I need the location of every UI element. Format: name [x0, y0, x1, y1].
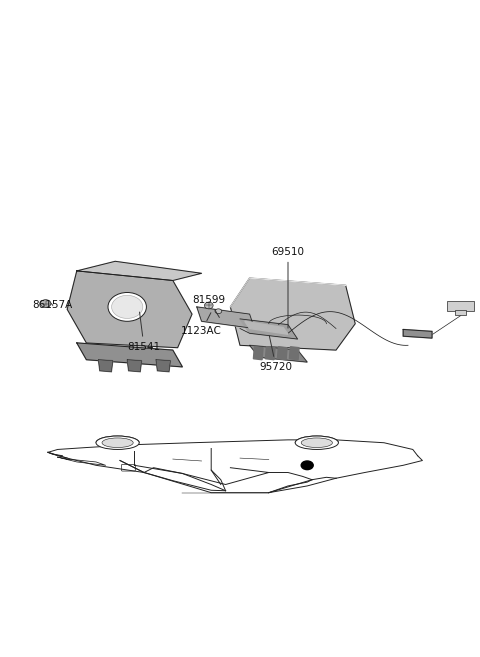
Polygon shape [197, 307, 254, 328]
Ellipse shape [111, 296, 143, 319]
Ellipse shape [40, 300, 51, 307]
Text: 95720: 95720 [260, 336, 292, 372]
Polygon shape [127, 359, 142, 372]
Ellipse shape [215, 309, 222, 313]
Polygon shape [77, 343, 182, 367]
Polygon shape [67, 271, 192, 348]
Text: 86157A: 86157A [33, 300, 73, 311]
Polygon shape [230, 278, 355, 350]
FancyBboxPatch shape [121, 464, 135, 471]
Ellipse shape [96, 436, 139, 449]
Polygon shape [277, 347, 287, 359]
Ellipse shape [102, 438, 133, 447]
Ellipse shape [295, 436, 338, 449]
Polygon shape [245, 321, 288, 334]
Polygon shape [77, 261, 202, 281]
Ellipse shape [301, 438, 333, 447]
Polygon shape [240, 319, 298, 339]
Polygon shape [253, 347, 263, 359]
Polygon shape [250, 346, 307, 362]
Polygon shape [447, 301, 474, 311]
Text: 1123AC: 1123AC [181, 313, 222, 336]
Polygon shape [156, 359, 170, 372]
Ellipse shape [301, 461, 313, 470]
Ellipse shape [108, 292, 146, 321]
Ellipse shape [204, 302, 213, 309]
Polygon shape [456, 310, 466, 315]
Polygon shape [98, 359, 113, 372]
Polygon shape [265, 347, 275, 359]
Text: 81599: 81599 [192, 295, 226, 317]
Polygon shape [403, 329, 432, 338]
Text: 69510: 69510 [272, 246, 304, 328]
Polygon shape [289, 347, 299, 359]
Text: 81541: 81541 [127, 312, 161, 351]
